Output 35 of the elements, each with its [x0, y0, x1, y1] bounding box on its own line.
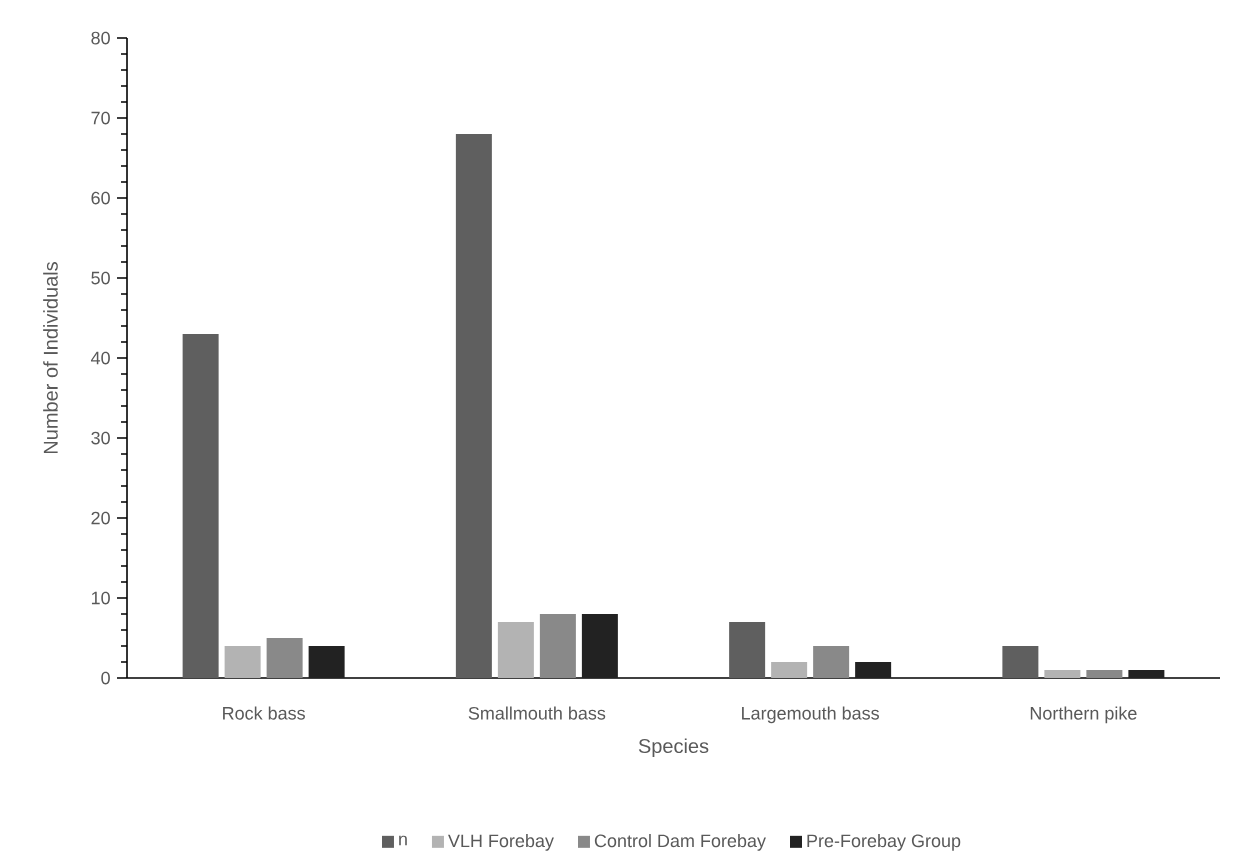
- x-tick-label: Smallmouth bass: [468, 706, 606, 720]
- y-axis-title: Number of Individuals: [43, 262, 58, 454]
- bar: [771, 662, 808, 679]
- x-axis-title: Species: [638, 738, 709, 758]
- legend-label: VLH Forebay: [448, 834, 554, 851]
- bar: [497, 622, 534, 679]
- bar: [1044, 670, 1081, 679]
- x-tick-label: Largemouth bass: [742, 706, 879, 724]
- bar: [1002, 646, 1039, 679]
- bar: [224, 646, 261, 679]
- y-tick-label: 50: [91, 271, 110, 285]
- bar: [581, 614, 618, 679]
- bar: [855, 662, 892, 679]
- legend-label: Pre-Forebay Group: [807, 834, 961, 851]
- y-tick-label: 10: [91, 591, 110, 605]
- bar: [729, 622, 766, 679]
- bar: [1086, 670, 1123, 679]
- y-tick-label: 30: [91, 431, 110, 445]
- bar: [266, 638, 303, 679]
- x-tick-label: Northern pike: [1030, 706, 1137, 724]
- y-tick-label: 70: [91, 111, 110, 125]
- bar: [1128, 670, 1165, 679]
- bar: [308, 646, 345, 679]
- y-tick-label: 20: [91, 511, 110, 525]
- legend-label: Control Dam Forebay: [594, 834, 766, 851]
- legend-label: n: [399, 835, 407, 846]
- x-tick-label: Rock bass: [223, 706, 305, 720]
- bar: [813, 646, 850, 679]
- bar: [539, 614, 576, 679]
- y-tick-label: 40: [90, 351, 110, 365]
- bar: [182, 334, 219, 679]
- y-tick-label: 60: [91, 191, 110, 205]
- y-tick-label: 0: [101, 671, 110, 685]
- bar: [455, 134, 492, 679]
- y-tick-label: 80: [91, 31, 110, 45]
